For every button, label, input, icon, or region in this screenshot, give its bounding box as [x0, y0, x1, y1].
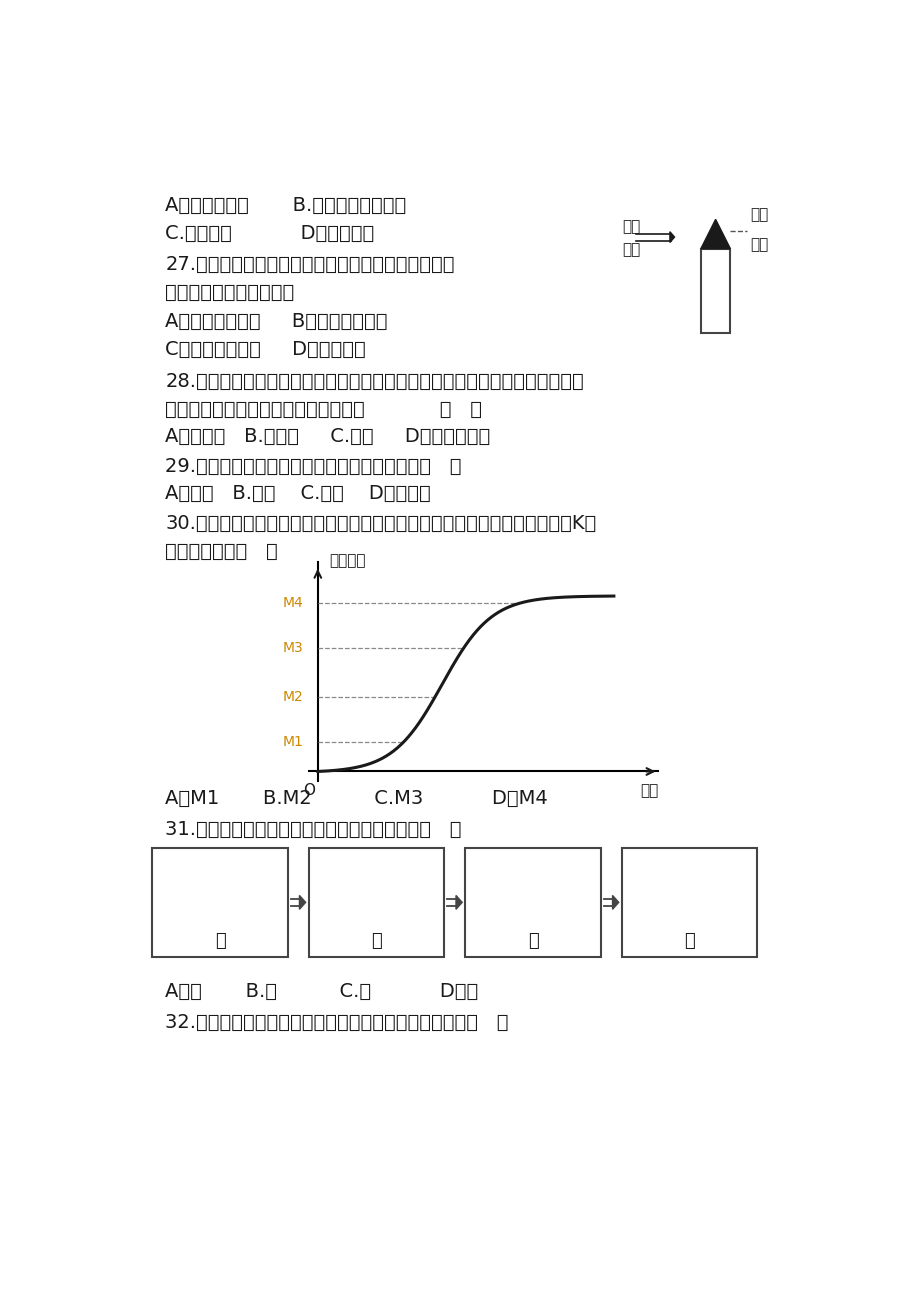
Bar: [313, 858, 439, 943]
Text: A．M1       B.M2          C.M3           D．M4: A．M1 B.M2 C.M3 D．M4: [165, 789, 548, 809]
Text: 罩于: 罩于: [750, 237, 768, 253]
Polygon shape: [612, 896, 618, 909]
Text: 光照: 光照: [622, 242, 641, 258]
Text: 蛇: 蛇: [528, 932, 538, 950]
Polygon shape: [456, 896, 461, 909]
Polygon shape: [700, 219, 730, 249]
Bar: [156, 858, 283, 943]
Text: 间后，胚芽鞘生长情况是: 间后，胚芽鞘生长情况是: [165, 284, 294, 302]
Text: A．草       B.鼠          C.蛇           D．鹰: A．草 B.鼠 C.蛇 D．鹰: [165, 982, 478, 1001]
Text: 28.对未成熟的香蕉进行催熟，可采用相关的植物激素类似物加以处理。下列激: 28.对未成熟的香蕉进行催熟，可采用相关的植物激素类似物加以处理。下列激: [165, 372, 584, 391]
Bar: [700, 249, 730, 333]
Text: 29.下列生物中，常用样方法调查种群密度的是（   ）: 29.下列生物中，常用样方法调查种群密度的是（ ）: [165, 457, 461, 475]
Text: C.体液免疫           D．细胞免疫: C.体液免疫 D．细胞免疫: [165, 224, 374, 243]
Text: 32.下图为生态系统的能量流动简图，有关叙述正确的是（   ）: 32.下图为生态系统的能量流动简图，有关叙述正确的是（ ）: [165, 1013, 508, 1031]
Text: 锡箔: 锡箔: [750, 207, 768, 221]
Polygon shape: [299, 896, 305, 909]
Text: 单侧: 单侧: [622, 219, 641, 234]
Text: 31.下图表示的食物链中，属于初级消费者的是（   ）: 31.下图表示的食物链中，属于初级消费者的是（ ）: [165, 820, 461, 838]
Bar: [621, 848, 756, 957]
Bar: [470, 858, 596, 943]
Bar: [626, 858, 752, 943]
Text: 鼠: 鼠: [370, 932, 381, 950]
Bar: [309, 848, 444, 957]
Bar: [152, 848, 288, 957]
Text: 草: 草: [214, 932, 225, 950]
Text: 的种群数量是（   ）: 的种群数量是（ ）: [165, 542, 278, 561]
Text: A．不生长不弯曲     B．背光弯曲生长: A．不生长不弯曲 B．背光弯曲生长: [165, 311, 388, 331]
Text: 鹰: 鹰: [684, 932, 694, 950]
Text: 27.右图表示使用燕麦胚芽鞘进行的相关实验，一段时: 27.右图表示使用燕麦胚芽鞘进行的相关实验，一段时: [165, 255, 454, 273]
Polygon shape: [669, 232, 674, 242]
Text: A．生长素   B.赤霉素     C.乙烯     D．细胞分裂素: A．生长素 B.赤霉素 C.乙烯 D．细胞分裂素: [165, 427, 490, 447]
Text: 30.下图表示某种野兔迁入新环境后种群数量增长情况，最接近环境容纳量（K）: 30.下图表示某种野兔迁入新环境后种群数量增长情况，最接近环境容纳量（K）: [165, 514, 596, 534]
Text: A．鲫鱼   B.黄鼬    C.白鹭    D．蒲公英: A．鲫鱼 B.黄鼬 C.白鹭 D．蒲公英: [165, 484, 431, 504]
Text: 素中，与该激素类似物作用最相似的是            （   ）: 素中，与该激素类似物作用最相似的是 （ ）: [165, 400, 482, 418]
Bar: [465, 848, 600, 957]
Text: A．皮肤、黏膜       B.体液中的吞噬细胞: A．皮肤、黏膜 B.体液中的吞噬细胞: [165, 197, 406, 215]
Text: C．向光弯曲生长     D．直立生长: C．向光弯曲生长 D．直立生长: [165, 340, 366, 358]
